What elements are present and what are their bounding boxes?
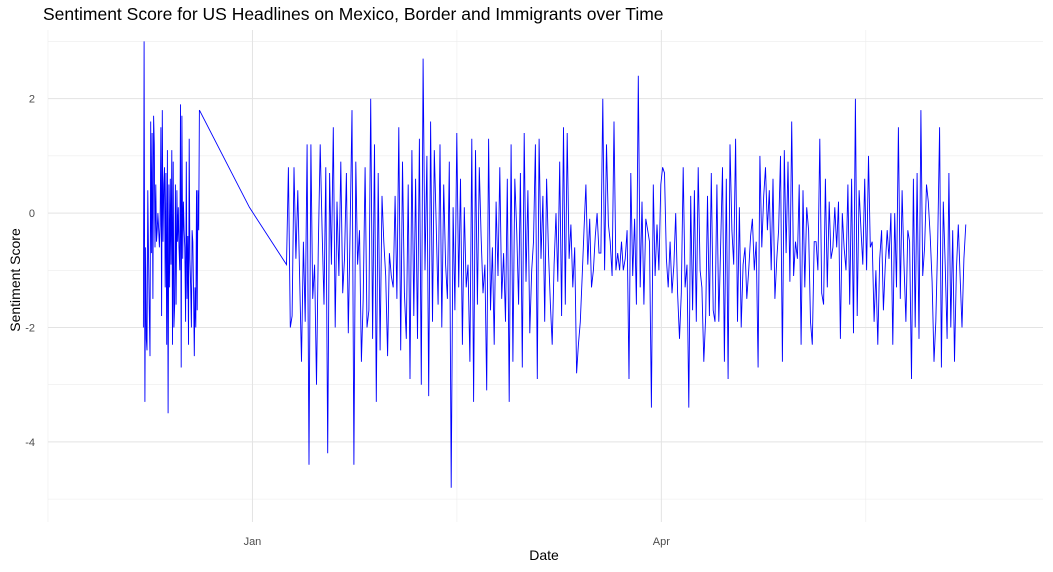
y-tick-label: -4 (25, 437, 35, 449)
y-tick-labels: 2 0 -2 -4 (25, 94, 35, 449)
x-axis-label: Date (529, 547, 559, 563)
chart-title: Sentiment Score for US Headlines on Mexi… (43, 4, 664, 24)
major-gridlines (48, 30, 1043, 522)
series-line-sentiment (142, 41, 967, 488)
x-tick-label: Apr (653, 536, 670, 548)
y-tick-label: -2 (25, 322, 35, 334)
x-tick-labels: Jan Apr (244, 536, 671, 548)
x-tick-label: Jan (244, 536, 262, 548)
series-layer (142, 41, 967, 488)
y-tick-label: 0 (29, 208, 35, 220)
y-tick-label: 2 (29, 94, 35, 106)
minor-gridlines (47, 30, 1043, 522)
